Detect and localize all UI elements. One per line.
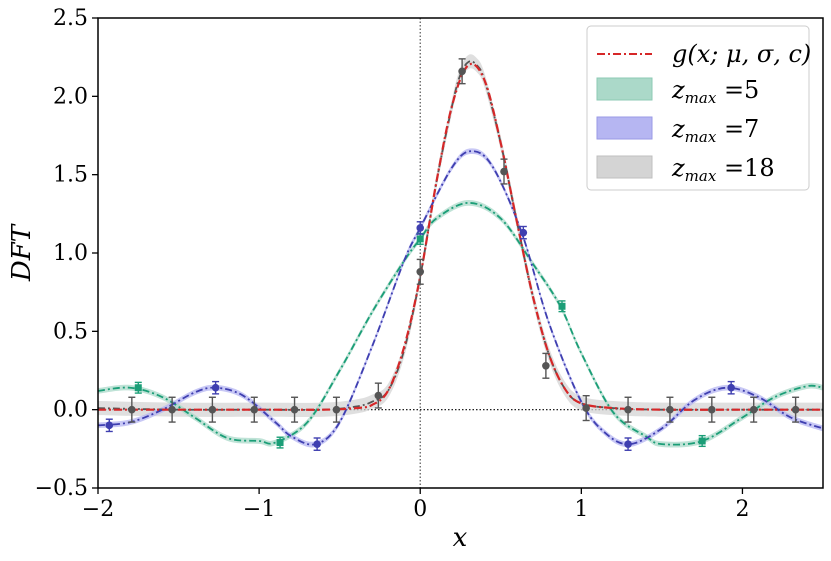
- marker: [698, 437, 706, 445]
- data-point-z-max-18-11: [582, 395, 590, 422]
- series-line-z-max-5: [98, 201, 823, 446]
- marker: [558, 302, 566, 310]
- marker: [276, 439, 284, 447]
- data-point-z-max-18-12: [624, 396, 632, 423]
- data-point-z-max-18-3: [250, 396, 259, 423]
- y-tick-label: 0.0: [53, 398, 88, 423]
- marker: [500, 167, 508, 176]
- model-line: [98, 62, 823, 411]
- data-point-z-max-5-1: [276, 436, 284, 449]
- data-point-z-max-7-5: [624, 437, 632, 451]
- y-tick-label: −0.5: [35, 476, 88, 501]
- y-axis: −0.5 0.0 0.5 1.0 1.5 2.0 2.5: [35, 6, 98, 501]
- marker: [708, 405, 716, 414]
- marker: [458, 67, 466, 76]
- marker: [211, 383, 220, 392]
- y-tick-label: 1.0: [53, 241, 88, 266]
- plot-area: [98, 18, 823, 488]
- data-point-z-max-7-3: [416, 221, 425, 235]
- marker: [624, 405, 632, 414]
- marker: [727, 383, 735, 392]
- legend-model-label: g(x; μ, σ, c): [672, 40, 811, 68]
- marker: [208, 405, 217, 414]
- marker: [519, 228, 528, 237]
- legend-label-zmax7: zmax =7: [671, 115, 759, 146]
- data-point-z-max-18-1: [168, 396, 176, 423]
- x-tick-label: −1: [243, 497, 275, 522]
- legend-label-zmax18: zmax =18: [671, 154, 775, 185]
- y-axis-label: DFT: [7, 223, 37, 282]
- data-point-z-max-5-0: [134, 381, 142, 394]
- legend: g(x; μ, σ, c) zmax =5 zmax =7 zmax =18: [586, 25, 811, 191]
- y-tick-label: 0.5: [53, 319, 88, 344]
- marker: [374, 391, 383, 400]
- y-tick-label: 2.5: [53, 6, 88, 31]
- marker: [416, 235, 424, 243]
- data-point-z-max-18-13: [666, 396, 674, 423]
- marker: [128, 405, 136, 414]
- data-point-z-max-7-2: [313, 437, 321, 451]
- data-point-z-max-18-10: [542, 352, 550, 379]
- x-axis-label: x: [453, 523, 468, 553]
- marker: [105, 421, 114, 430]
- marker: [134, 384, 142, 392]
- marker: [582, 404, 590, 412]
- marker: [250, 405, 259, 414]
- marker: [332, 405, 341, 414]
- marker: [416, 224, 425, 232]
- series-line-z-max-7: [98, 150, 823, 446]
- data-point-z-max-5-4: [698, 434, 706, 448]
- legend-swatch-zmax5: [596, 77, 653, 101]
- data-point-z-max-18-5: [332, 396, 341, 423]
- x-tick-label: 0: [413, 497, 427, 522]
- data-point-z-max-18-15: [749, 396, 758, 423]
- legend-swatch-zmax18: [596, 155, 653, 179]
- x-tick-label: −2: [82, 497, 114, 522]
- data-point-z-max-18-9: [500, 158, 508, 185]
- data-point-z-max-5-3: [558, 300, 566, 313]
- data-point-z-max-18-2: [208, 396, 217, 423]
- y-tick-label: 2.0: [53, 84, 88, 109]
- marker: [791, 405, 800, 414]
- marker: [290, 405, 299, 414]
- data-point-z-max-7-0: [105, 418, 114, 433]
- series-line-z-max-18: [98, 60, 823, 411]
- data-point-z-max-7-4: [519, 225, 528, 240]
- marker: [168, 405, 176, 414]
- data-point-z-max-18-4: [290, 396, 299, 423]
- data-point-z-max-18-6: [374, 382, 383, 409]
- band-z-max-7: [98, 148, 823, 448]
- x-tick-label: 1: [574, 497, 588, 522]
- marker: [749, 405, 758, 414]
- data-point-z-max-18-8: [458, 58, 466, 85]
- marker: [542, 362, 550, 370]
- data-point-z-max-18-7: [416, 258, 425, 285]
- data-point-z-max-7-1: [211, 380, 220, 395]
- data-point-z-max-18-0: [128, 396, 136, 423]
- marker: [313, 440, 321, 448]
- legend-frame: [586, 25, 810, 191]
- x-tick-label: 2: [735, 497, 749, 522]
- marker: [624, 440, 632, 448]
- data-point-z-max-18-14: [708, 396, 716, 423]
- marker: [666, 405, 674, 414]
- data-point-z-max-7-6: [727, 380, 735, 395]
- x-axis: −2 −1 0 1 2: [82, 488, 749, 522]
- marker: [416, 268, 425, 276]
- y-tick-label: 1.5: [53, 163, 88, 188]
- data-point-z-max-18-16: [791, 396, 800, 423]
- legend-swatch-zmax7: [596, 116, 653, 140]
